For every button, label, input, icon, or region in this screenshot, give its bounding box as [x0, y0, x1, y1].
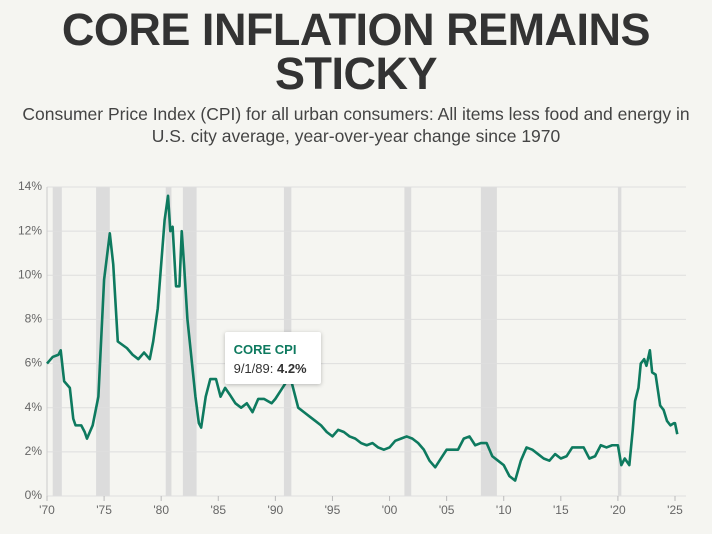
y-tick-label: 6%	[25, 356, 43, 370]
recession-band	[165, 187, 172, 496]
y-tick-label: 4%	[25, 400, 43, 414]
tooltip-label: CORE CPI	[233, 342, 297, 358]
line-series	[46, 194, 679, 482]
recession-band	[480, 187, 497, 496]
x-tick-label: '90	[268, 503, 284, 517]
x-tick-label: '05	[439, 503, 455, 517]
y-tick-label: 10%	[18, 267, 42, 281]
x-tick-label: '70	[39, 503, 55, 517]
tooltip-value: 4.2%	[276, 361, 307, 377]
x-tick-label: '80	[153, 503, 169, 517]
x-tick-label: '00	[382, 503, 398, 517]
x-tick-label: '75	[96, 503, 112, 517]
tooltip-date: 9/1/89:	[233, 361, 274, 377]
y-tick-label: 12%	[18, 223, 42, 237]
recession-band	[617, 187, 622, 496]
x-tick-label: '15	[553, 503, 569, 517]
x-tick-label: '85	[210, 503, 226, 517]
x-tick-label: '95	[325, 503, 341, 517]
y-tick-label: 0%	[25, 488, 43, 502]
y-tick-label: 8%	[25, 312, 43, 326]
y-tick-label: 2%	[25, 444, 43, 458]
x-tick-label: '20	[610, 503, 626, 517]
x-tick-label: '10	[496, 503, 512, 517]
x-tick-label: '25	[667, 503, 683, 517]
recession-band	[96, 187, 110, 496]
tooltip: CORE CPI 9/1/89: 4.2%	[224, 332, 321, 385]
recession-band	[404, 187, 412, 496]
chart-title: CORE INFLATION REMAINS STICKY	[61, 4, 651, 99]
chart-subtitle: Consumer Price Index (CPI) for all urban…	[22, 104, 690, 146]
recession-band	[52, 187, 62, 496]
y-tick-label: 14%	[18, 179, 42, 193]
